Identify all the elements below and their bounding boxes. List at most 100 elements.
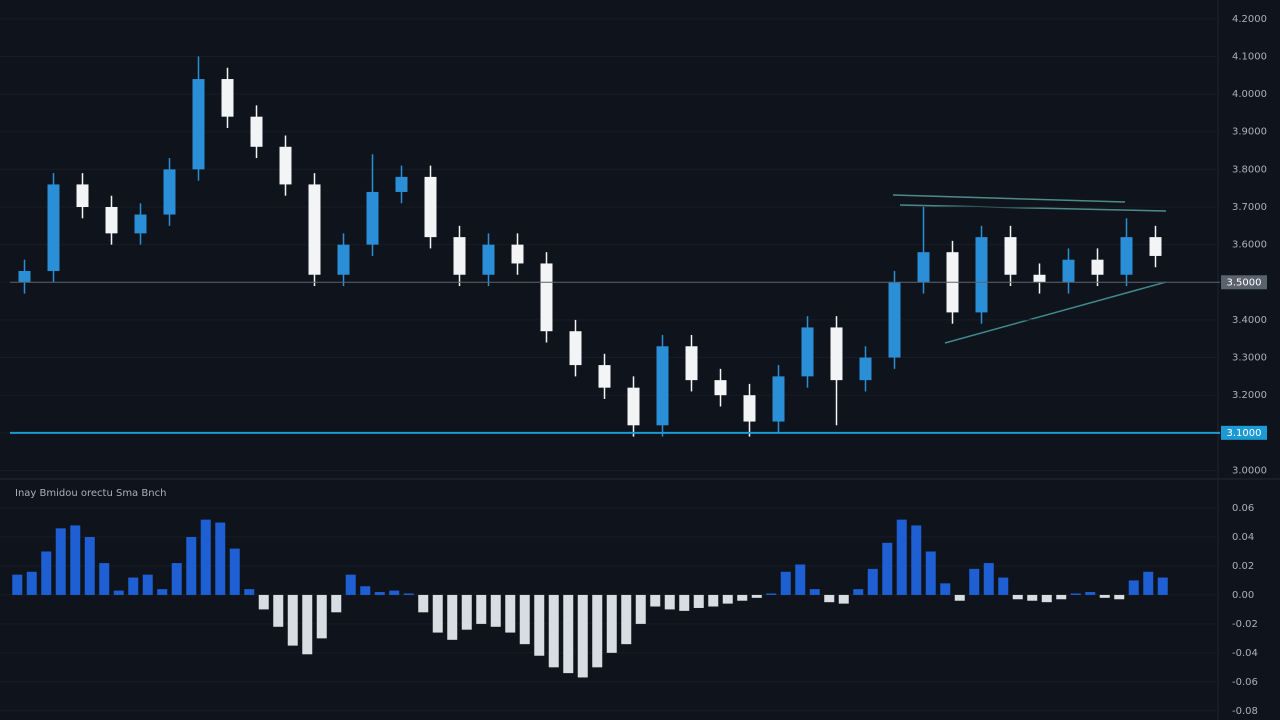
histogram-bar: [447, 594, 458, 640]
histogram-bar: [113, 590, 124, 595]
histogram-bar: [128, 577, 139, 595]
histogram-bar: [722, 594, 733, 604]
candle-body: [1120, 237, 1133, 275]
histogram-bar: [925, 551, 936, 595]
histogram-bar: [432, 594, 443, 633]
price-label: 3.1000: [1227, 428, 1262, 439]
histogram-bar: [360, 586, 371, 595]
trendline: [899, 204, 1167, 212]
candle-body: [888, 282, 901, 358]
histogram-bar: [26, 571, 37, 595]
histogram-bar: [519, 594, 530, 645]
candle-body: [1149, 237, 1162, 256]
histogram-bar: [766, 593, 777, 595]
candle-body: [482, 244, 495, 275]
candle-body: [917, 252, 930, 283]
y-tick-label: 3.6000: [1232, 240, 1267, 251]
trendline: [944, 281, 1167, 344]
y-tick-label: 0.00: [1232, 590, 1254, 601]
candle-body: [685, 346, 698, 381]
histogram-bar: [389, 590, 400, 595]
histogram-bar: [969, 568, 980, 595]
histogram-bar: [751, 594, 762, 598]
price-label-box: [1221, 275, 1267, 290]
y-tick-label: -0.02: [1232, 619, 1258, 630]
histogram-bar: [693, 594, 704, 608]
histogram-bar: [954, 594, 965, 601]
candle-body: [772, 376, 785, 422]
histogram-bar: [70, 525, 81, 595]
price-label: 3.5000: [1227, 277, 1262, 288]
histogram-bar: [1085, 592, 1096, 595]
candle-body: [975, 237, 988, 313]
candle-body: [250, 116, 263, 147]
histogram-bar: [563, 594, 574, 674]
y-tick-label: 4.0000: [1232, 89, 1267, 100]
y-tick-label: 3.2000: [1232, 390, 1267, 401]
candle-body: [424, 176, 437, 238]
histogram-bar: [824, 594, 835, 603]
candle-body: [47, 184, 60, 271]
candle-body: [105, 207, 118, 234]
histogram-bar: [461, 594, 472, 630]
candle-body: [656, 346, 669, 426]
histogram-bar: [780, 571, 791, 595]
candle-body: [18, 270, 31, 283]
histogram-bar: [142, 574, 153, 595]
histogram-bar: [534, 594, 545, 656]
histogram-bar: [316, 594, 327, 639]
histogram-bar: [374, 592, 385, 595]
y-tick-label: -0.08: [1232, 706, 1258, 717]
histogram-bar: [200, 519, 211, 595]
y-tick-label: 3.7000: [1232, 202, 1267, 213]
candle-body: [598, 365, 611, 388]
y-tick-label: 3.3000: [1232, 353, 1267, 364]
histogram-bar: [1114, 594, 1125, 600]
candle-body: [1091, 259, 1104, 275]
histogram-bar: [476, 594, 487, 624]
candle-body: [337, 244, 350, 275]
histogram-bar: [258, 594, 269, 610]
y-tick-label: 4.2000: [1232, 14, 1267, 25]
histogram-bar: [548, 594, 559, 668]
candle-body: [830, 327, 843, 381]
histogram-bar: [1143, 571, 1154, 595]
histogram-bar: [84, 537, 95, 595]
histogram-bar: [505, 594, 516, 633]
y-tick-label: -0.04: [1232, 648, 1258, 659]
histogram-bar: [273, 594, 284, 627]
histogram-bar: [896, 519, 907, 595]
candle-body: [308, 184, 321, 275]
candle-body: [1033, 274, 1046, 283]
histogram-bar: [882, 542, 893, 595]
candle-body: [714, 380, 727, 396]
histogram-bar: [12, 574, 23, 595]
histogram-bar: [606, 594, 617, 653]
histogram-bar: [1041, 594, 1052, 603]
histogram-bar: [157, 589, 168, 595]
candle-body: [859, 357, 872, 381]
candle-body: [1004, 237, 1017, 275]
histogram-bar: [940, 583, 951, 595]
y-tick-label: 3.4000: [1232, 315, 1267, 326]
histogram-bar: [490, 594, 501, 627]
histogram-bar: [592, 594, 603, 668]
candle-body: [192, 79, 205, 170]
y-tick-label: 3.0000: [1232, 465, 1267, 476]
histogram-bar: [1128, 580, 1139, 595]
histogram-bar: [41, 551, 52, 595]
y-tick-label: 3.9000: [1232, 127, 1267, 138]
histogram-bar: [983, 563, 994, 595]
candle-body: [366, 191, 379, 245]
histogram-bar: [345, 574, 356, 595]
oscillator-title: Inay Bmidou orectu Sma Bnch: [15, 488, 166, 499]
candle-body: [1062, 259, 1075, 283]
candle-body: [511, 244, 524, 264]
candle-body: [134, 214, 147, 234]
candle-body: [743, 395, 756, 422]
candle-body: [279, 146, 292, 185]
histogram-bar: [621, 594, 632, 645]
histogram-bar: [302, 594, 313, 655]
histogram-bar: [664, 594, 675, 610]
